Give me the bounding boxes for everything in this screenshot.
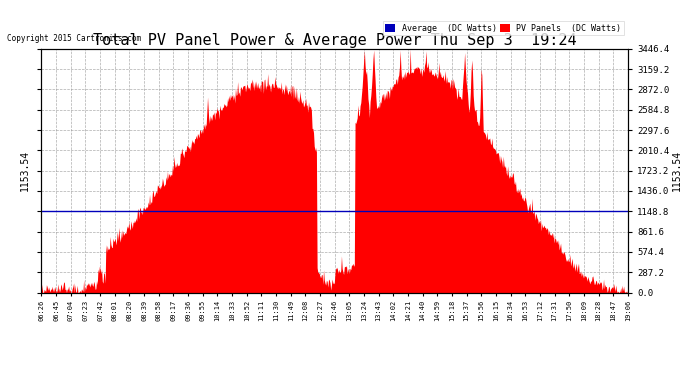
Y-axis label: 1153.54: 1153.54 [19,150,30,191]
Y-axis label: 1153.54: 1153.54 [672,150,682,191]
Title: Total PV Panel Power & Average Power Thu Sep 3  19:24: Total PV Panel Power & Average Power Thu… [93,33,576,48]
Text: Copyright 2015 Cartronics.com: Copyright 2015 Cartronics.com [7,34,141,43]
Legend: Average  (DC Watts), PV Panels  (DC Watts): Average (DC Watts), PV Panels (DC Watts) [383,21,624,35]
